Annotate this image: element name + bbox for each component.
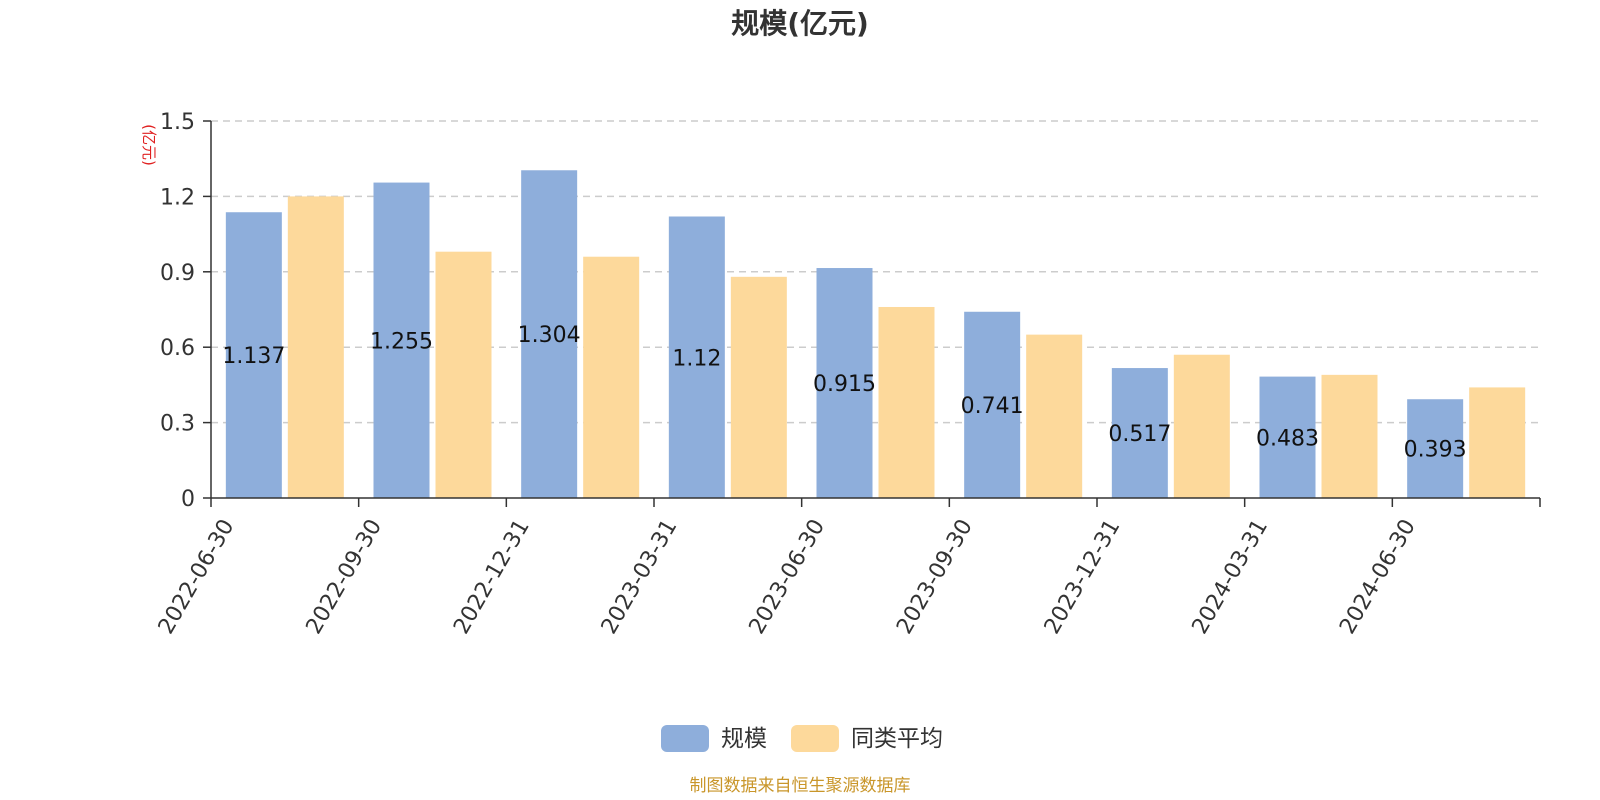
legend-label: 规模: [721, 726, 767, 752]
bar-scale[interactable]: [668, 216, 725, 499]
x-tick-label: 2023-03-31: [597, 515, 683, 638]
y-axis-unit-label: (亿元): [140, 124, 158, 166]
bar-value-label: 0.483: [1256, 426, 1319, 451]
x-tick-label: 2023-09-30: [892, 515, 978, 638]
legend-swatch: [791, 725, 839, 752]
bar-scale[interactable]: [1407, 399, 1464, 498]
legend-label: 同类平均: [851, 726, 943, 752]
y-tick-label: 0.9: [160, 261, 195, 286]
y-tick-label: 0: [181, 487, 195, 512]
bar-value-label: 0.393: [1404, 438, 1467, 463]
bar-category-average[interactable]: [1321, 374, 1378, 498]
y-tick-label: 0.3: [160, 412, 195, 437]
bar-value-label: 1.137: [222, 344, 285, 369]
bar-value-label: 1.255: [370, 329, 433, 354]
bar-category-average[interactable]: [1173, 354, 1230, 498]
bar-category-average[interactable]: [583, 256, 640, 498]
bar-scale[interactable]: [225, 212, 282, 498]
data-labels: 1.137 1.255 1.304 1.12 0.915 0.741 0.517 0.483 0…: [222, 323, 1466, 462]
x-tick-label: 2023-12-31: [1040, 515, 1126, 638]
x-tick-label: 2022-12-31: [449, 515, 535, 638]
bar-category-average[interactable]: [730, 276, 787, 498]
bar-category-average[interactable]: [1469, 387, 1526, 498]
bar-value-label: 0.741: [961, 394, 1024, 419]
x-tick-label: 2024-03-31: [1188, 515, 1274, 638]
y-tick-label: 1.5: [160, 110, 195, 135]
bar-scale[interactable]: [1259, 376, 1316, 498]
grid-lines: [211, 120, 1540, 424]
bar-scale[interactable]: [373, 182, 430, 498]
y-tick-label: 0.6: [160, 336, 195, 361]
bar-value-label: 1.304: [518, 323, 581, 348]
y-tick-label: 1.2: [160, 185, 195, 210]
bar-value-label: 0.915: [813, 372, 876, 397]
bar-value-label: 1.12: [672, 346, 721, 371]
bar-category-average[interactable]: [287, 196, 344, 498]
bar-scale[interactable]: [521, 170, 578, 498]
bar-value-label: 0.517: [1108, 422, 1171, 447]
x-tick-label: 2024-06-30: [1335, 515, 1421, 638]
legend[interactable]: 规模 同类平均: [661, 725, 943, 752]
bar-scale[interactable]: [964, 311, 1021, 498]
legend-item-category-average[interactable]: 同类平均: [791, 725, 943, 752]
bar-category-average[interactable]: [878, 306, 935, 498]
bar-category-average[interactable]: [435, 251, 492, 498]
x-tick-label: 2023-06-30: [745, 515, 831, 638]
bar-scale[interactable]: [1111, 368, 1168, 498]
bar-scale[interactable]: [816, 268, 873, 498]
x-tick-label: 2022-06-30: [154, 515, 240, 638]
legend-swatch: [661, 725, 709, 752]
bar-category-average[interactable]: [1026, 334, 1083, 498]
x-tick-label: 2022-09-30: [302, 515, 388, 638]
chart-title: 规模(亿元): [731, 7, 869, 40]
data-source-note: 制图数据来自恒生聚源数据库: [690, 776, 911, 796]
legend-item-scale[interactable]: 规模: [661, 725, 767, 752]
bars: [225, 170, 1526, 499]
